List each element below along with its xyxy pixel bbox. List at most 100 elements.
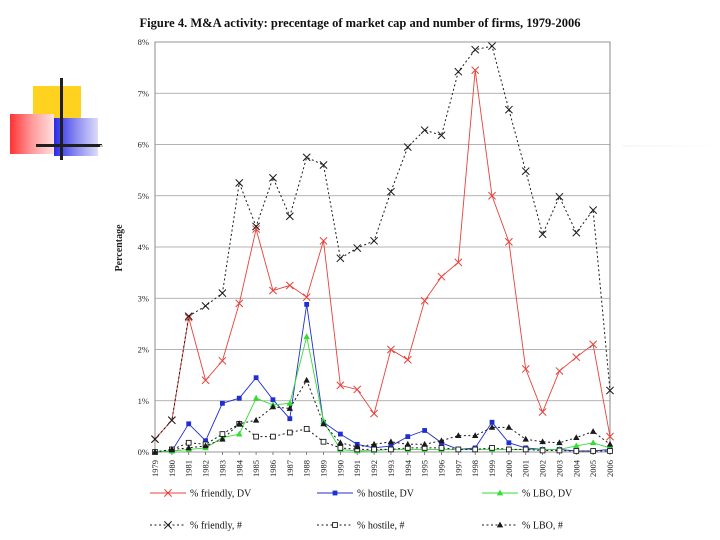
series--friendly- [151, 42, 614, 444]
x-tick-label: 1995 [420, 460, 430, 477]
legend: % friendly, DV % hostile, DV % LBO, DV % fr… [150, 489, 573, 532]
data-point [337, 439, 344, 446]
data-point [371, 446, 377, 453]
data-point [472, 446, 479, 453]
legend-label: % LBO, DV [522, 489, 573, 500]
data-point [471, 432, 479, 438]
series-line [154, 423, 610, 453]
data-point [151, 448, 159, 455]
data-point [522, 446, 529, 453]
x-tick-label: 1985 [251, 460, 261, 477]
x-tick-label: 1981 [184, 460, 194, 477]
data-point [438, 437, 445, 444]
data-point [236, 430, 243, 437]
legend-item: % LBO, DV [482, 489, 573, 500]
y-tick-label: 3% [138, 293, 149, 303]
x-tick-label: 1984 [234, 459, 244, 477]
legend-item: % friendly, DV [150, 489, 252, 500]
data-point [607, 448, 613, 454]
data-point [572, 228, 581, 237]
data-point [521, 167, 530, 176]
data-point [488, 191, 496, 200]
data-point [286, 429, 293, 436]
data-point [236, 420, 243, 427]
data-point [286, 399, 294, 406]
legend-label: % friendly, DV [190, 489, 252, 500]
x-tick-label: 1989 [319, 460, 329, 477]
x-tick-label: 1999 [487, 460, 497, 477]
data-point [184, 313, 193, 322]
data-point [488, 424, 496, 430]
y-tick-label: 5% [138, 191, 149, 201]
legend-swatch-marker [164, 489, 172, 497]
data-point [539, 447, 546, 454]
data-point [590, 448, 596, 454]
x-tick-label: 2006 [605, 460, 615, 477]
data-point [219, 431, 226, 437]
x-tick-label: 1997 [453, 460, 463, 477]
x-tick-label: 2000 [504, 460, 514, 477]
data-point [269, 403, 277, 410]
data-point [235, 299, 244, 308]
data-point [437, 131, 446, 140]
series-line [154, 336, 611, 453]
data-point [538, 230, 547, 239]
series--hostile- [152, 420, 613, 455]
x-tick-label: 1996 [436, 460, 446, 477]
data-point [285, 212, 294, 221]
chart-title: Figure 4. M&A activity: precentage of ma… [140, 16, 581, 30]
data-point [252, 394, 260, 401]
data-point [386, 187, 395, 196]
series-line [154, 304, 611, 453]
y-tick-label: 7% [138, 88, 149, 98]
series--lbo- [151, 376, 614, 455]
data-point [336, 254, 345, 263]
data-point [437, 272, 446, 281]
series--friendly-dv [151, 66, 614, 444]
data-point [203, 438, 208, 444]
data-point [455, 446, 462, 453]
data-point [455, 432, 462, 438]
data-point [253, 375, 259, 381]
data-point [573, 434, 580, 441]
legend-swatch-marker [332, 490, 338, 496]
data-point [303, 376, 310, 383]
data-point [488, 42, 496, 51]
data-point [573, 448, 580, 454]
x-tick-label: 1993 [386, 460, 396, 477]
data-point [387, 438, 395, 445]
data-point [337, 445, 344, 451]
y-tick-label: 2% [138, 345, 149, 355]
data-point [438, 445, 445, 451]
data-point [589, 206, 598, 215]
data-point [319, 161, 328, 169]
data-point [504, 105, 513, 114]
data-point [521, 365, 530, 373]
data-point [252, 416, 260, 423]
x-tick-label: 1990 [335, 460, 345, 477]
x-tick-label: 1998 [470, 460, 480, 477]
data-point [589, 428, 597, 434]
vertical-line-decoration [60, 78, 63, 160]
data-point [454, 258, 463, 267]
data-point [201, 376, 210, 385]
x-tick-label: 1980 [167, 460, 177, 477]
data-point [235, 178, 244, 187]
data-point [218, 356, 227, 365]
x-tick-label: 1986 [268, 460, 278, 477]
data-point [320, 420, 327, 427]
data-point [167, 416, 176, 425]
data-point [471, 66, 480, 75]
data-point [589, 439, 597, 446]
data-point [219, 435, 226, 442]
data-point [422, 428, 428, 433]
data-point [522, 435, 529, 442]
data-point [269, 173, 277, 182]
data-point [370, 440, 378, 447]
data-point [353, 244, 362, 252]
data-point [420, 126, 429, 135]
data-point [388, 446, 394, 453]
data-point [388, 443, 394, 449]
data-point [504, 237, 513, 246]
